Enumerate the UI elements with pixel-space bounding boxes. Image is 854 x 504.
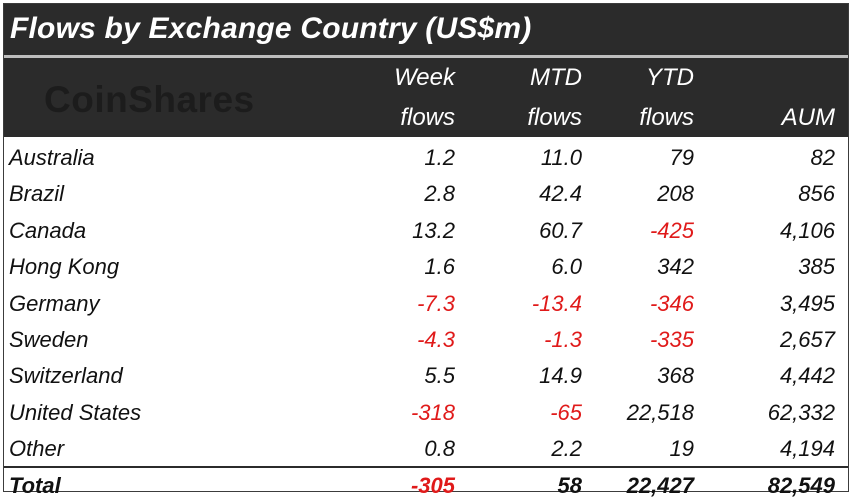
ytd-value: 19 (669, 436, 694, 462)
aum-value: 385 (798, 254, 835, 280)
header-week-line1: Week (394, 64, 455, 91)
header-ytd-line1: YTD (646, 64, 694, 91)
aum-value: 2,657 (779, 327, 835, 352)
flows-table: Flows by Exchange Country (US$m) CoinSha… (3, 3, 849, 498)
aum-value: 82 (810, 145, 835, 170)
country-name: Hong Kong (9, 254, 120, 280)
table-row: Sweden -4.3 -1.3 -335 2,657 (4, 322, 848, 358)
header-mtd-line2: flows (527, 104, 582, 131)
table-title: Flows by Exchange Country (US$m) (10, 12, 532, 45)
ytd-value: 79 (669, 145, 694, 170)
table-row: United States -318 -65 22,518 62,332 (4, 395, 848, 431)
week-value: 13.2 (412, 217, 455, 243)
total-week: -305 (410, 473, 455, 498)
total-mtd: 58 (557, 473, 582, 498)
country-name: Sweden (9, 327, 89, 352)
mtd-value: 11.0 (540, 145, 582, 170)
title-divider (4, 55, 848, 58)
mtd-value: 42.4 (539, 181, 582, 207)
mtd-value: 2.2 (551, 436, 582, 462)
week-value: 5.5 (424, 363, 455, 389)
total-aum: 82,549 (767, 473, 835, 498)
table-row: Switzerland 5.5 14.9 368 4,442 (4, 358, 848, 394)
total-ytd: 22,427 (626, 473, 694, 498)
week-value: 1.2 (424, 145, 455, 170)
header-mtd-line1: MTD (530, 64, 582, 91)
aum-value: 4,194 (779, 436, 835, 462)
ytd-value: -335 (649, 327, 694, 352)
week-value: 1.6 (424, 254, 455, 280)
table-row: Brazil 2.8 42.4 208 856 (4, 176, 848, 212)
table-header: Flows by Exchange Country (US$m) CoinSha… (4, 4, 848, 137)
header-week-line2: flows (400, 104, 455, 131)
country-name: United States (9, 399, 142, 425)
total-divider (4, 466, 848, 468)
week-value: 0.8 (424, 436, 455, 462)
table-row: Canada 13.2 60.7 -425 4,106 (4, 213, 848, 249)
ytd-value: 342 (657, 254, 694, 280)
week-value: 2.8 (424, 181, 455, 207)
mtd-value: 6.0 (551, 254, 582, 280)
ytd-value: 208 (657, 181, 694, 207)
country-name: Switzerland (9, 363, 123, 389)
header-aum: AUM (781, 104, 835, 131)
header-ytd-line2: flows (639, 104, 694, 131)
coinshares-logo: CoinShares (44, 79, 255, 120)
country-name: Canada (9, 217, 87, 243)
mtd-value: 14.9 (539, 363, 582, 389)
ytd-value: -346 (649, 290, 694, 316)
country-name: Other (9, 436, 65, 462)
mtd-value: 60.7 (539, 217, 582, 243)
aum-value: 4,106 (779, 217, 835, 243)
mtd-value: -1.3 (544, 327, 582, 352)
aum-value: 3,495 (779, 290, 835, 316)
ytd-value: 22,518 (626, 399, 694, 425)
country-name: Brazil (9, 181, 65, 207)
aum-value: 856 (798, 181, 835, 207)
week-value: -7.3 (417, 290, 455, 316)
total-label: Total (9, 473, 61, 498)
week-value: -318 (410, 399, 455, 425)
aum-value: 4,442 (779, 363, 835, 389)
mtd-value: -65 (550, 399, 582, 425)
table-row: Germany -7.3 -13.4 -346 3,495 (4, 286, 848, 322)
week-value: -4.3 (417, 327, 455, 352)
ytd-value: -425 (649, 217, 694, 243)
table-row: Other 0.8 2.2 19 4,194 (4, 431, 848, 467)
country-name: Australia (9, 145, 95, 170)
ytd-value: 368 (657, 363, 694, 389)
total-row: Total -305 58 22,427 82,549 (4, 468, 848, 504)
country-name: Germany (9, 290, 100, 316)
aum-value: 62,332 (767, 399, 835, 425)
mtd-value: -13.4 (531, 290, 582, 316)
table-row: Australia 1.2 11.0 79 82 (4, 140, 848, 176)
table-row: Hong Kong 1.6 6.0 342 385 (4, 249, 848, 285)
